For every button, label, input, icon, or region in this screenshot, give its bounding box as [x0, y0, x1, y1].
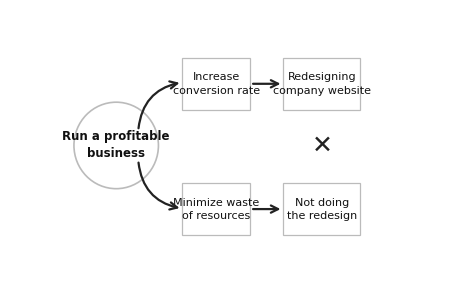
Text: Minimize waste
of resources: Minimize waste of resources: [173, 198, 259, 221]
FancyBboxPatch shape: [283, 58, 360, 110]
FancyBboxPatch shape: [283, 183, 360, 235]
Ellipse shape: [74, 102, 158, 189]
FancyBboxPatch shape: [182, 183, 250, 235]
Text: Redesigning
company website: Redesigning company website: [273, 72, 371, 96]
Text: Increase
conversion rate: Increase conversion rate: [173, 72, 260, 96]
Text: Run a profitable
business: Run a profitable business: [63, 130, 170, 160]
FancyBboxPatch shape: [182, 58, 250, 110]
Text: Not doing
the redesign: Not doing the redesign: [287, 198, 357, 221]
Text: ✕: ✕: [311, 133, 332, 158]
